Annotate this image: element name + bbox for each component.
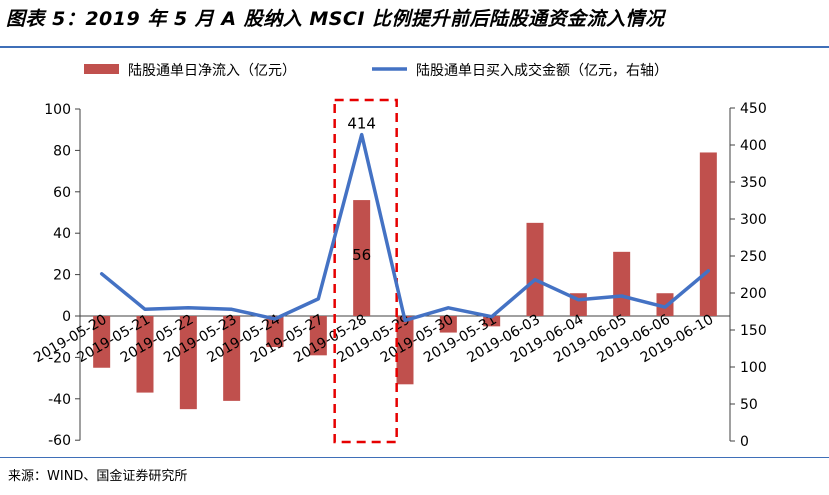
axes: -60 -40 -20 0 20 40 60 80 100 0 50 100 150 200 250 300 3… [44,101,766,450]
data-labels: 414 56 [347,115,376,264]
left-axis-tick-label: 60 [53,185,71,201]
right-axis-tick-label: 400 [740,138,767,154]
left-axis-tick-label: -40 [48,392,71,408]
left-axis-tick-label: 20 [53,268,71,284]
line-data-label: 414 [347,115,376,133]
bar [526,222,544,316]
right-axis-tick-label: 200 [740,286,767,302]
legend-bar-label: 陆股通单日净流入（亿元） [128,63,296,79]
highlight-dashed-box [333,98,398,444]
left-axis-tick-label: 80 [53,143,71,159]
left-axis-tick-label: 0 [62,309,71,325]
bar [483,316,501,327]
footer-divider [0,457,829,458]
left-axis-tick-label: -60 [48,433,71,449]
bar [656,293,674,316]
left-axis-tick-label: 40 [53,226,71,242]
left-axis-tick-label: 100 [44,102,71,118]
x-axis-labels: 2019-05-202019-05-212019-05-222019-05-23… [31,312,716,367]
bar [179,316,197,410]
bar [266,316,284,348]
line-series [99,132,711,323]
left-axis-tick-label: -20 [48,350,71,366]
bar [353,200,371,316]
title-divider [0,46,829,48]
chart-title: 图表 5：2019 年 5 月 A 股纳入 MSCI 比例提升前后陆股通资金流入… [6,8,665,30]
bar [439,316,457,333]
bar-series [93,152,717,410]
bar-data-label: 56 [352,246,371,264]
right-axis-tick-label: 0 [740,434,749,450]
right-axis-tick-label: 300 [740,212,767,228]
legend-line-label: 陆股通单日买入成交金额（亿元，右轴） [416,62,668,79]
highlight-box [333,98,398,444]
right-axis-tick-label: 150 [740,323,767,339]
bar [93,316,111,368]
legend: 陆股通单日净流入（亿元） 陆股通单日买入成交金额（亿元，右轴） [84,62,668,79]
bar [223,316,241,401]
right-axis-tick-label: 100 [740,360,767,376]
right-axis-tick-label: 50 [740,397,758,413]
legend-bar-swatch [84,64,119,74]
source-note: 来源：WIND、国金证券研究所 [8,469,188,484]
bar [136,316,154,393]
right-axis-tick-label: 450 [740,101,767,117]
chart: 陆股通单日净流入（亿元） 陆股通单日买入成交金额（亿元，右轴） -60 -40 -2… [31,62,767,450]
bar [309,316,327,356]
buy-turnover-line [99,132,711,323]
bar [396,316,414,385]
right-axis-tick-label: 250 [740,249,767,265]
right-axis-tick-label: 350 [740,175,767,191]
bar [699,152,717,316]
bar [613,251,631,316]
